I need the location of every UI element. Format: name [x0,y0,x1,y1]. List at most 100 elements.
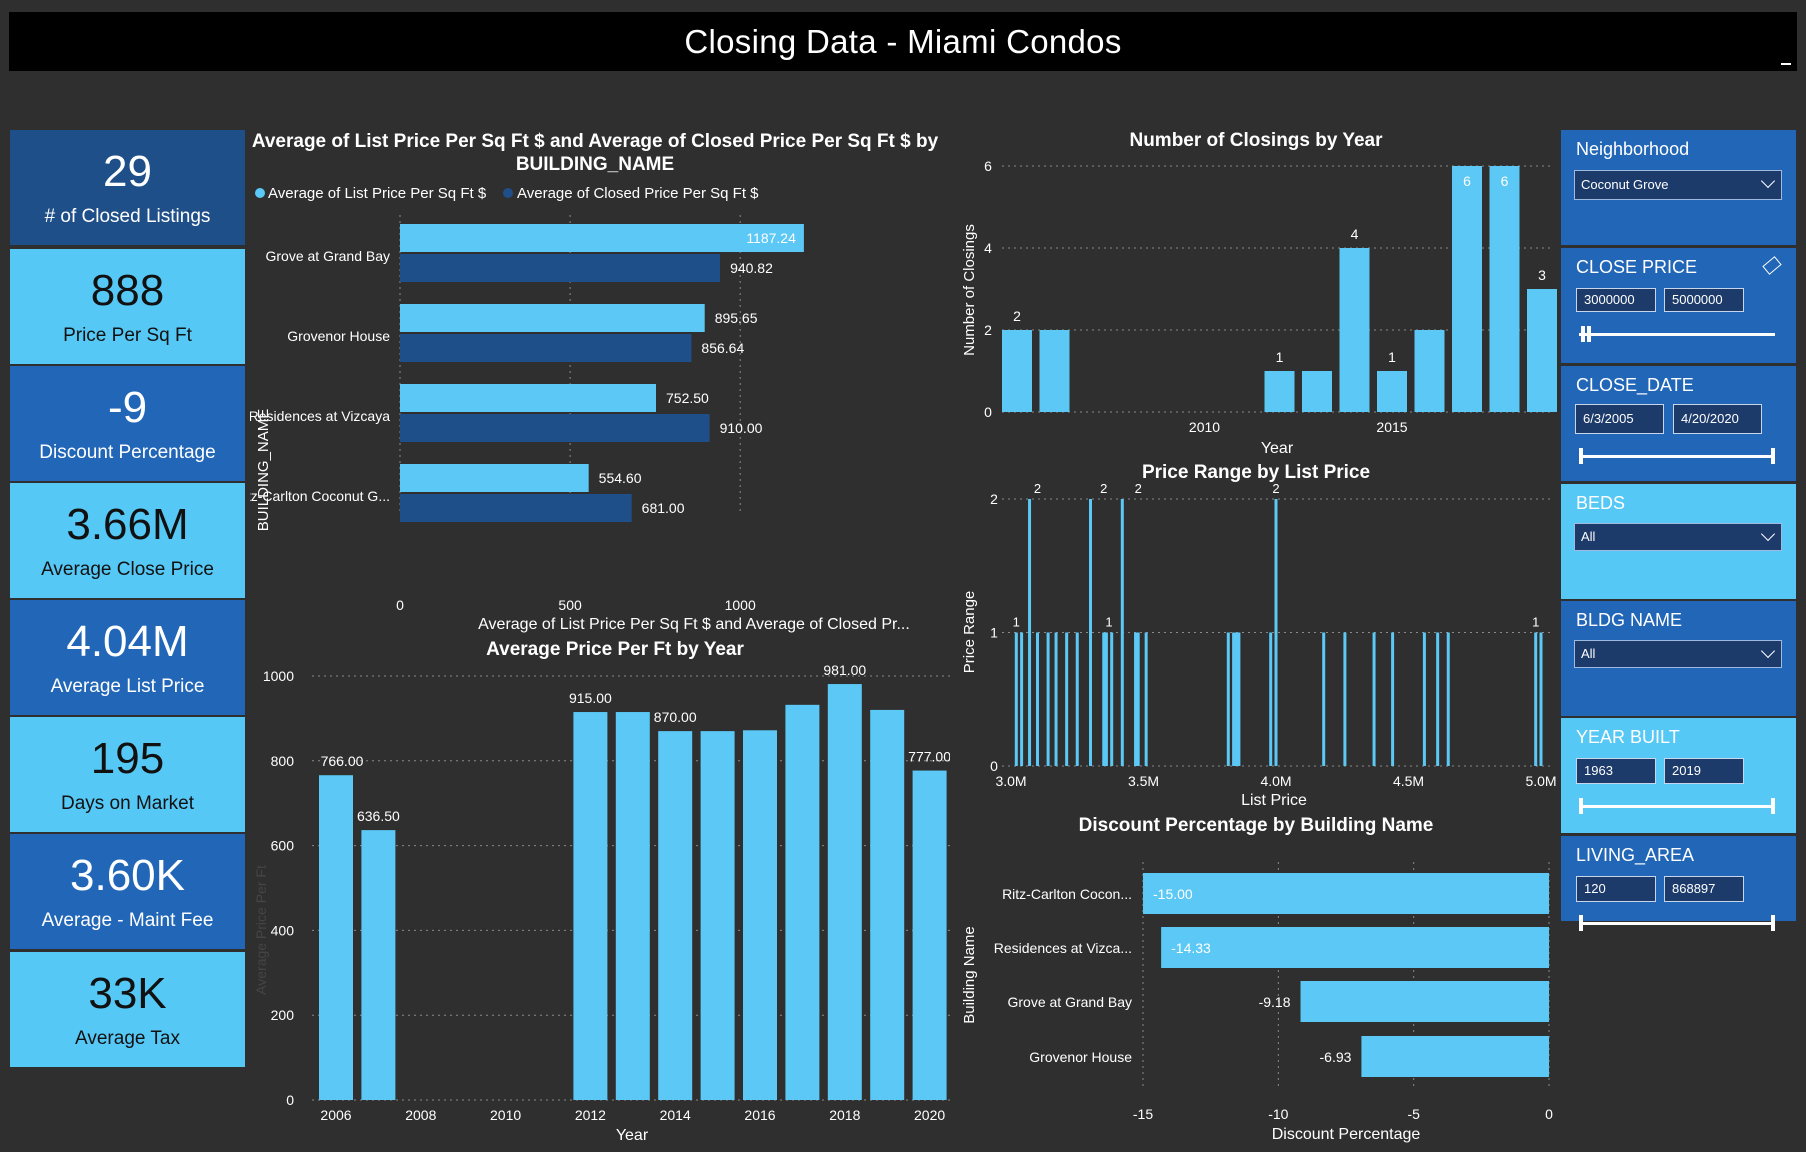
dropdown-value: All [1581,646,1596,661]
kpi-label: Price Per Sq Ft [63,324,192,346]
bar [1120,499,1124,766]
slider-handle-min[interactable] [1579,798,1583,814]
y-tick-label: 0 [990,758,998,774]
slicer-title: CLOSE_DATE [1576,375,1694,395]
kpi-discount-percentage: -9 Discount Percentage [10,366,245,481]
legend-item: Average of Closed Price Per Sq Ft $ [517,185,759,202]
data-label: 870.00 [654,709,697,725]
neighborhood-dropdown[interactable]: Coconut Grove [1574,170,1782,200]
close-date-start-input[interactable]: 6/3/2005 [1575,404,1664,434]
bar [1377,371,1407,412]
close-price-max-input[interactable]: 5000000 [1664,288,1744,312]
bar [1452,166,1482,412]
x-tick-label: -15 [1133,1106,1153,1122]
y-tick-label: 800 [271,753,295,769]
close-price-slider-track[interactable] [1579,326,1775,342]
bar [870,709,905,1100]
living-area-min-input[interactable]: 120 [1576,876,1656,902]
bar [1226,632,1230,766]
average-price-per-ft-by-year-chart: Average Price Per Ft by Year Average Pri… [253,639,950,1144]
x-tick-label: 4.0M [1260,773,1291,789]
year-built-slider-track[interactable] [1579,798,1775,814]
slider-handle-max[interactable] [1587,326,1591,342]
close-date-end-input[interactable]: 4/20/2020 [1673,404,1762,434]
kpi-closed-listings: 29 # of Closed Listings [10,130,245,245]
bar [1143,873,1549,914]
close-date-slider-track[interactable] [1579,448,1775,464]
bar [1036,632,1039,766]
bar [1361,1036,1549,1077]
bldg-name-slicer: BLDG NAME All [1561,601,1796,716]
x-tick-label: 0 [396,597,404,613]
living-area-max-input[interactable]: 868897 [1664,876,1744,902]
bar [400,464,589,492]
bar [1539,632,1543,766]
clear-selection-icon[interactable] [1762,256,1782,275]
bar [1237,632,1241,766]
data-label: 2 [1013,308,1021,324]
x-axis-title: Year [1261,440,1294,457]
data-label: 1 [1105,615,1112,630]
y-tick-label: 1 [990,625,998,641]
bar [1302,371,1332,412]
bar [743,730,777,1100]
bar [827,684,862,1100]
x-axis-title: Year [616,1127,649,1144]
slider-handle-max[interactable] [1771,798,1775,814]
slider-handle-max[interactable] [1771,448,1775,464]
bar [400,334,692,362]
chart-title: Average Price Per Ft by Year [486,639,744,660]
slider-handle-min[interactable] [1579,915,1583,931]
bar [1343,632,1347,766]
y-tick-label: 200 [271,1007,295,1023]
year-built-max-input[interactable]: 2019 [1664,758,1744,784]
data-label: 1 [1013,615,1020,630]
kpi-label: Average - Maint Fee [41,909,214,931]
bar [1028,499,1032,766]
x-axis-title: Average of List Price Per Sq Ft $ and Av… [478,616,910,633]
minimize-icon[interactable] [1781,63,1791,65]
data-label: 2 [1100,481,1107,496]
bar [1065,632,1069,766]
bar [1234,632,1238,766]
data-label: 766.00 [321,753,364,769]
y-tick-label: Grovenor House [1029,1049,1132,1065]
chart-title: Discount Percentage by Building Name [1079,815,1434,836]
slider-handle-max[interactable] [1771,915,1775,931]
data-label: 636.50 [357,808,400,824]
bar [400,384,657,412]
x-tick-label: 4.5M [1393,773,1424,789]
data-label: -6.93 [1320,1049,1352,1065]
kpi-price-per-sq-ft: 888 Price Per Sq Ft [10,249,245,364]
kpi-value: 3.66M [66,499,189,549]
data-label: 6 [1501,173,1509,189]
y-tick-label: 400 [271,922,295,938]
bar [785,704,820,1100]
bar [319,775,353,1100]
data-label: 1 [1532,615,1539,630]
bldg-name-dropdown[interactable]: All [1574,640,1782,668]
close-price-min-input[interactable]: 3000000 [1576,288,1656,312]
year-built-min-input[interactable]: 1963 [1576,758,1656,784]
y-axis-title: Price Range [961,591,978,674]
beds-slicer: BEDS All [1561,484,1796,599]
slicer-title: LIVING_AREA [1576,845,1695,865]
bar [658,731,693,1100]
bar [1489,166,1520,412]
x-axis-title: Discount Percentage [1272,1126,1421,1143]
bar [1446,632,1450,766]
bar [1414,330,1445,412]
slider-handle-min[interactable] [1581,326,1585,342]
data-label: 1 [1276,349,1284,365]
x-tick-label: 2006 [320,1107,351,1123]
legend-item: Average of List Price Per Sq Ft $ [268,185,487,202]
living-area-slider-track[interactable] [1579,915,1775,931]
slider-handle-min[interactable] [1579,448,1583,464]
data-label: 2 [1034,481,1041,496]
data-label: -9.18 [1259,994,1291,1010]
report-title: Closing Data - Miami Condos [684,22,1122,60]
year-built-slicer: YEAR BUILT 1963 2019 [1561,718,1796,833]
chevron-down-icon [1760,643,1776,659]
beds-dropdown[interactable]: All [1574,523,1782,551]
bar [573,712,608,1100]
